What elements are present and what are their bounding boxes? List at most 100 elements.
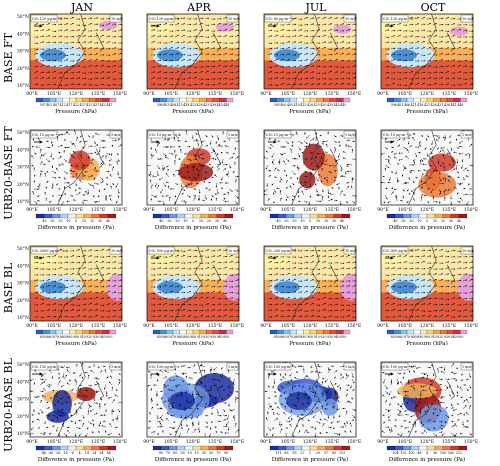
colorbar-tick-label: 425 [314, 103, 320, 107]
colorbar-cell [442, 213, 452, 219]
colorbar-tick-label: 410 [294, 103, 300, 107]
colorbar-tick-label: 417 [66, 103, 72, 107]
lat-tick-label: 20°N [17, 414, 29, 420]
colorbar-tick-label: 930 [210, 335, 216, 339]
colorbar-tick-label: 880 [294, 335, 300, 339]
co2-tag-box [147, 246, 175, 255]
co2-tag: CO₂ 500 μg·m⁻²·s⁻¹ [149, 249, 183, 253]
lon-tick-label: 90°E [143, 207, 155, 213]
colorbar-tick-label: 50 [209, 451, 213, 455]
lon-tick-label: 150°E [113, 323, 127, 329]
colorbar-tick-label: -26 [55, 451, 60, 455]
colorbar-cell [285, 445, 295, 451]
colorbar-cell [420, 97, 428, 103]
colorbar-tick-label: 870 [404, 335, 410, 339]
colorbar-tick-label: 29 [316, 451, 320, 455]
colorbar-title: Pressure (hPa) [55, 108, 97, 115]
colorbar-cell [303, 329, 311, 335]
colorbar-tick-label: -16 [63, 451, 68, 455]
colorbar-tick-label: 160 [448, 451, 454, 455]
lon-tick-label: 120°E [186, 439, 200, 445]
speed-tag-box [109, 246, 122, 255]
colorbar-cell [55, 329, 63, 335]
colorbar-cell [406, 329, 414, 335]
colorbar-cell [82, 97, 90, 103]
colorbar-tick-label: 405 [287, 103, 293, 107]
colorbar-cell [192, 445, 202, 451]
colorbar-cell [317, 445, 327, 451]
co2-tag-box [264, 246, 292, 255]
colorbar-cell [102, 97, 110, 103]
colorbar-cell [95, 97, 103, 103]
colorbar-cell [91, 213, 101, 219]
panel-urb20-base-bl-oct: CO₂ 100 μg·m⁻²·s⁻¹ 1 m/s 90°E 105°E 120°E 135… [377, 361, 478, 463]
lon-tick-label: 135°E [208, 207, 222, 213]
colorbar-cell [49, 329, 57, 335]
colorbar-tick-label: 40 [106, 219, 110, 223]
lon-tick-label: 135°E [91, 439, 105, 445]
speed-tag-box [343, 130, 356, 139]
colorbar-title: Difference in pressure (Pa) [38, 456, 114, 463]
lat-tick-label: 30°N [17, 281, 29, 287]
colorbar-tick-label: 890 [183, 335, 189, 339]
panel-base-bl-apr: CO₂ 500 μg·m⁻²·s⁻¹ 10 m/s 90°E 105°E 120°E 13… [143, 245, 244, 347]
panel-urb20-base-bl-jan: CO₂ 150 μg·m⁻²·s⁻¹ 1 m/s 50°N 40°N 30°N 20°N 1… [17, 361, 127, 463]
colorbar-tick-label: -10 [416, 219, 421, 223]
colorbar-tick-label: 850 [157, 335, 163, 339]
colorbar-cell [192, 329, 200, 335]
lat-tick-label: 20°N [17, 298, 29, 304]
colorbar-cell [400, 97, 408, 103]
colorbar-cell [208, 213, 218, 219]
column-header-apr: APR [186, 1, 211, 14]
lat-tick-label: 40°N [17, 31, 29, 37]
speed-tag: 1 m/s [462, 365, 472, 369]
lat-tick-label: 50°N [17, 130, 29, 136]
colorbar-tick-label: 448 [223, 103, 229, 107]
colorbar-cell [219, 97, 227, 103]
panel-base-ft-jul: CO₂ 80 μg·m⁻²·s⁻¹ 10 m/s 90°E 105°E 120°E 135… [260, 13, 361, 115]
lat-tick-label: 40°N [17, 147, 29, 153]
lon-tick-label: 135°E [442, 91, 456, 97]
lon-tick-label: 105°E [281, 207, 295, 213]
colorbar-tick-label: 880 [60, 335, 66, 339]
co2-tag-box [30, 130, 58, 139]
lon-tick-label: 105°E [398, 207, 412, 213]
row-label-urb20-base-bl: URB20-BASE BL [2, 357, 15, 452]
lat-tick-label: 50°N [17, 362, 29, 368]
lon-tick-label: 150°E [230, 207, 244, 213]
colorbar-tick-label: -30 [180, 451, 185, 455]
lon-tick-label: 120°E [69, 323, 83, 329]
colorbar-tick-label: 40 [340, 219, 344, 223]
colorbar-cell [166, 97, 174, 103]
lon-tick-label: 135°E [442, 323, 456, 329]
lon-tick-label: 105°E [398, 91, 412, 97]
colorbar-tick-label: -46 [41, 451, 46, 455]
lon-tick-label: 120°E [420, 439, 434, 445]
colorbar-tick-label: -40 [41, 219, 46, 223]
colorbar-tick-label: 422 [73, 103, 79, 107]
colorbar-tick-label: 445 [340, 103, 346, 107]
lon-tick-label: 105°E [164, 323, 178, 329]
colorbar-cell [35, 213, 45, 219]
colorbar-tick-label: 0 [192, 219, 194, 223]
colorbar-tick-label: -30 [49, 219, 54, 223]
colorbar-tick-label: -27 [299, 451, 304, 455]
colorbar-cell [226, 329, 234, 335]
panel-base-ft-oct: CO₂ 120 μg·m⁻²·s⁻¹ 10 m/s 90°E 105°E 120°E 13… [377, 13, 478, 115]
colorbar-cell [386, 445, 396, 451]
co2-tag: CO₂ 120 μg·m⁻²·s⁻¹ [149, 17, 183, 21]
colorbar-cell [206, 97, 214, 103]
colorbar-cell [418, 213, 428, 219]
colorbar-cell [51, 213, 61, 219]
colorbar-cell [400, 329, 408, 335]
colorbar-tick-label: 0 [426, 219, 428, 223]
colorbar-cell [277, 445, 287, 451]
colorbar-tick-label: -70 [165, 451, 170, 455]
colorbar-tick-label: 57 [324, 451, 328, 455]
colorbar-cell [269, 213, 279, 219]
colorbar-tick-label: 860 [280, 335, 286, 339]
colorbar-cell [107, 445, 117, 451]
speed-tag: 10 m/s [111, 17, 123, 21]
colorbar-tick-label: 441 [451, 103, 457, 107]
lon-tick-label: 90°E [26, 439, 38, 445]
